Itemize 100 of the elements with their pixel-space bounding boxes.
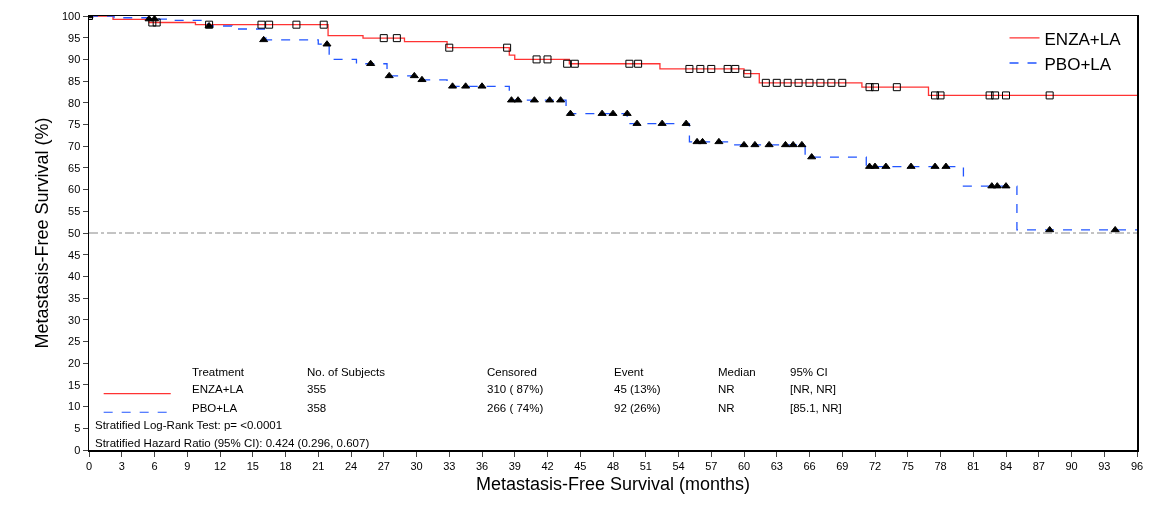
point <box>597 109 607 116</box>
point <box>545 96 555 103</box>
y-tick-label: 25 <box>68 335 81 348</box>
y-axis-title: Metastasis-Free Survival (%) <box>32 117 53 349</box>
point <box>529 96 539 103</box>
point <box>783 78 792 87</box>
x-tick-label: 33 <box>443 459 456 472</box>
annotation: 266 ( 74%) <box>487 402 544 414</box>
point <box>761 78 770 87</box>
annotation: PBO+LA <box>192 402 238 414</box>
point <box>556 96 566 103</box>
annotation: 92 (26%) <box>614 402 661 414</box>
point <box>807 153 817 160</box>
point <box>379 34 388 43</box>
point <box>563 59 572 68</box>
x-tick-label: 18 <box>279 459 292 472</box>
point <box>543 55 552 64</box>
annotation: 45 (13%) <box>614 383 661 395</box>
point <box>805 78 814 87</box>
annotation: 358 <box>307 402 327 414</box>
x-tick-label: 24 <box>344 459 358 472</box>
y-tick-label: 60 <box>68 183 81 196</box>
point <box>892 83 901 92</box>
annotation: [85.1, NR] <box>790 402 842 414</box>
point <box>1045 225 1055 233</box>
y-tick-label: 50 <box>68 226 81 239</box>
point <box>941 162 951 169</box>
y-tick-label: 80 <box>68 96 81 109</box>
point <box>931 91 940 100</box>
x-tick-label: 81 <box>967 459 980 472</box>
x-tick-label: 90 <box>1065 459 1078 472</box>
y-tick-label: 30 <box>68 313 81 326</box>
x-tick-label: 39 <box>508 459 521 472</box>
point <box>696 64 705 73</box>
y-tick-label: 5 <box>74 422 81 435</box>
annotation: No. of Subjects <box>307 366 386 378</box>
point <box>1002 91 1010 100</box>
point <box>608 109 618 116</box>
x-tick-label: 69 <box>836 459 849 472</box>
point <box>714 137 724 145</box>
point <box>1045 91 1054 100</box>
y-tick-label: 55 <box>68 205 81 218</box>
point <box>797 140 807 148</box>
x-tick-label: 57 <box>705 459 718 472</box>
point <box>992 182 1002 189</box>
point <box>570 59 579 68</box>
point <box>657 119 667 126</box>
point <box>366 59 376 66</box>
point <box>750 140 760 148</box>
point <box>259 35 269 43</box>
point <box>1001 182 1011 189</box>
y-tick-label: 100 <box>61 9 81 22</box>
y-tick-label: 75 <box>68 118 81 131</box>
y-tick-label: 90 <box>68 53 81 66</box>
annotation: Censored <box>487 366 537 378</box>
x-tick-label: 66 <box>803 459 816 472</box>
point <box>723 64 732 73</box>
point <box>622 109 632 116</box>
x-tick-label: 54 <box>672 459 685 472</box>
point <box>936 91 945 100</box>
point <box>865 83 874 92</box>
x-tick-label: 78 <box>934 459 947 472</box>
point <box>870 162 880 169</box>
y-tick-label: 10 <box>68 400 81 413</box>
point <box>838 78 847 87</box>
annotation: 310 ( 87%) <box>487 383 544 395</box>
x-tick-label: 48 <box>606 459 620 472</box>
point <box>392 34 401 43</box>
annotation: Stratified Hazard Ratio (95% CI): 0.424 (0.296, 0.607) <box>95 437 370 449</box>
x-tick-label: 42 <box>541 459 554 472</box>
x-axis-title: Metastasis-Free Survival (months) <box>475 473 751 494</box>
point <box>257 20 266 29</box>
legend-label: PBO+LA <box>1044 54 1112 74</box>
x-tick-label: 15 <box>246 459 259 472</box>
point <box>513 96 523 103</box>
point <box>152 18 161 27</box>
point <box>265 20 274 29</box>
point <box>827 78 836 87</box>
y-tick-label: 0 <box>74 443 81 456</box>
point <box>384 71 394 79</box>
annotation: Treatment <box>192 366 245 378</box>
point <box>477 82 487 89</box>
point <box>816 78 825 87</box>
x-tick-label: 75 <box>901 459 914 472</box>
x-tick-label: 72 <box>868 459 882 472</box>
y-tick-label: 20 <box>68 357 81 370</box>
point <box>409 71 419 79</box>
x-tick-label: 60 <box>737 459 751 472</box>
y-tick-label: 95 <box>68 31 81 44</box>
point <box>788 140 798 148</box>
point <box>625 59 634 68</box>
x-tick-label: 0 <box>85 459 93 472</box>
point <box>743 69 752 78</box>
point <box>685 64 694 73</box>
point <box>634 59 643 68</box>
point <box>871 83 879 92</box>
point <box>731 64 740 73</box>
y-tick-label: 45 <box>68 248 81 261</box>
x-tick-label: 36 <box>475 459 489 472</box>
point <box>148 18 157 27</box>
